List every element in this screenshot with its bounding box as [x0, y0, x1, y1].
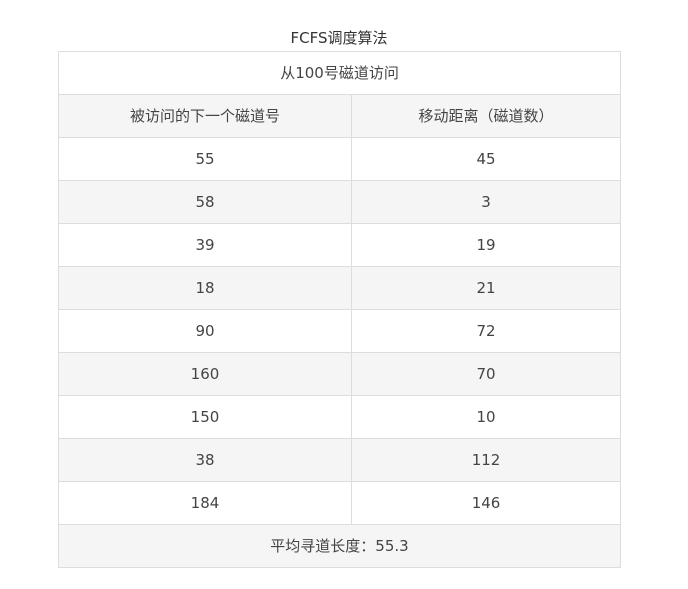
table-row: 160 70 [58, 352, 622, 396]
table-caption: FCFS调度算法 [290, 29, 388, 47]
distance-cell: 19 [350, 223, 622, 267]
table-row: 38 112 [58, 438, 622, 482]
track-cell: 160 [58, 352, 352, 396]
footer-row: 平均寻道长度：55.3 [57, 524, 622, 568]
distance-cell: 21 [350, 266, 622, 310]
table-row: 58 3 [58, 180, 622, 224]
start-cell: 从100号磁道访问 [57, 51, 622, 95]
table-row: 90 72 [58, 309, 622, 353]
header-row: 被访问的下一个磁道号 移动距离（磁道数） [58, 94, 622, 138]
distance-cell: 3 [350, 180, 622, 224]
header-next-track: 被访问的下一个磁道号 [58, 94, 352, 138]
track-cell: 39 [58, 223, 352, 267]
track-cell: 18 [58, 266, 352, 310]
track-cell: 38 [58, 438, 352, 482]
start-row: 从100号磁道访问 [57, 51, 622, 95]
track-cell: 90 [58, 309, 352, 353]
distance-cell: 146 [350, 481, 622, 525]
table-row: 18 21 [58, 266, 622, 310]
average-seek-length: 平均寻道长度：55.3 [57, 524, 622, 568]
header-distance: 移动距离（磁道数） [350, 94, 622, 138]
distance-cell: 72 [350, 309, 622, 353]
table-row: 55 45 [58, 137, 622, 181]
distance-cell: 70 [350, 352, 622, 396]
fcfs-table: 从100号磁道访问 被访问的下一个磁道号 移动距离（磁道数） 55 45 58 … [57, 51, 622, 568]
distance-cell: 45 [350, 137, 622, 181]
distance-cell: 112 [350, 438, 622, 482]
track-cell: 150 [58, 395, 352, 439]
track-cell: 58 [58, 180, 352, 224]
table-row: 150 10 [58, 395, 622, 439]
track-cell: 55 [58, 137, 352, 181]
track-cell: 184 [58, 481, 352, 525]
table-row: 39 19 [58, 223, 622, 267]
table-row: 184 146 [58, 481, 622, 525]
distance-cell: 10 [350, 395, 622, 439]
